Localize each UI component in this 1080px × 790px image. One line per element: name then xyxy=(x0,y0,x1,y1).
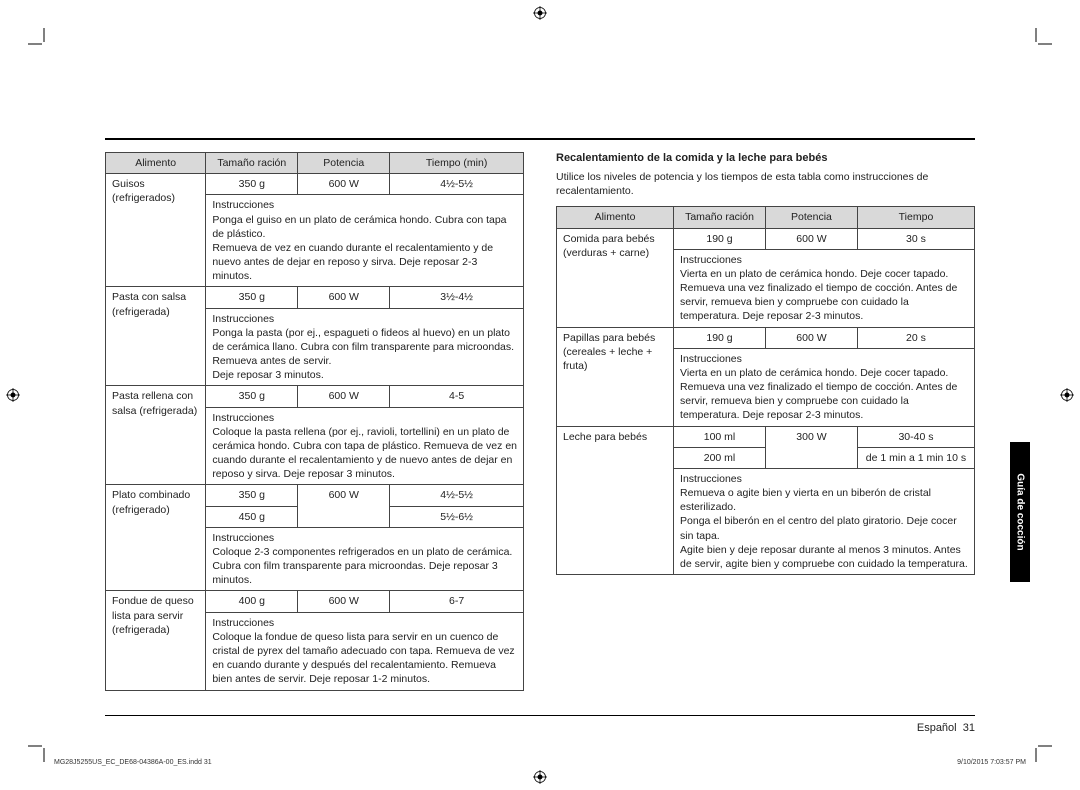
power-cell: 600 W xyxy=(298,386,390,407)
time-cell: 30-40 s xyxy=(857,426,974,447)
instr-cell: Instrucciones Coloque la fondue de queso… xyxy=(206,612,524,690)
instr-text: Coloque la fondue de queso lista para se… xyxy=(212,631,514,686)
instr-label: Instrucciones xyxy=(212,616,517,630)
size-cell: 100 ml xyxy=(674,426,766,447)
instr-label: Instrucciones xyxy=(680,352,968,366)
power-cell: 600 W xyxy=(298,287,390,308)
instr-label: Instrucciones xyxy=(212,411,517,425)
time-cell: 20 s xyxy=(857,327,974,348)
instr-text: Ponga el guiso en un plato de cerámica h… xyxy=(212,214,506,283)
instr-text: Remueva o agite bien y vierta en un bibe… xyxy=(680,487,968,570)
food-cell: Leche para bebés xyxy=(557,426,674,575)
size-cell: 200 ml xyxy=(674,447,766,468)
crop-mark-icon xyxy=(1028,28,1052,52)
food-cell: Pasta rellena con salsa (refrigerada) xyxy=(106,386,206,485)
section-side-tab: Guía de cocción xyxy=(1010,442,1030,582)
power-cell: 600 W xyxy=(765,327,857,348)
instr-label: Instrucciones xyxy=(212,312,517,326)
time-cell: 4½-5½ xyxy=(390,485,524,506)
reheating-table: Alimento Tamaño ración Potencia Tiempo (… xyxy=(105,152,524,691)
time-cell: 5½-6½ xyxy=(390,506,524,527)
th-power: Potencia xyxy=(765,207,857,228)
th-size: Tamaño ración xyxy=(674,207,766,228)
th-time: Tiempo (min) xyxy=(390,153,524,174)
content-columns: Alimento Tamaño ración Potencia Tiempo (… xyxy=(105,152,975,691)
section-intro: Utilice los niveles de potencia y los ti… xyxy=(556,170,975,198)
time-cell: 3½-4½ xyxy=(390,287,524,308)
power-cell: 300 W xyxy=(765,426,857,468)
size-cell: 450 g xyxy=(206,506,298,527)
size-cell: 350 g xyxy=(206,287,298,308)
instr-cell: Instrucciones Ponga la pasta (por ej., e… xyxy=(206,308,524,386)
instr-label: Instrucciones xyxy=(680,472,968,486)
crop-mark-icon xyxy=(1028,738,1052,762)
power-cell: 600 W xyxy=(765,228,857,249)
instr-text: Ponga la pasta (por ej., espagueti o fid… xyxy=(212,327,514,382)
instr-text: Vierta en un plato de cerámica hondo. De… xyxy=(680,367,957,422)
registration-mark-icon xyxy=(6,388,20,402)
food-cell: Fondue de queso lista para servir (refri… xyxy=(106,591,206,690)
th-size: Tamaño ración xyxy=(206,153,298,174)
size-cell: 350 g xyxy=(206,386,298,407)
registration-mark-icon xyxy=(533,6,547,20)
size-cell: 190 g xyxy=(674,327,766,348)
food-cell: Papillas para bebés (cereales + leche + … xyxy=(557,327,674,426)
time-cell: 30 s xyxy=(857,228,974,249)
th-power: Potencia xyxy=(298,153,390,174)
instr-cell: Instrucciones Remueva o agite bien y vie… xyxy=(674,468,975,574)
top-divider xyxy=(105,138,975,140)
registration-mark-icon xyxy=(1060,388,1074,402)
instr-cell: Instrucciones Vierta en un plato de cerá… xyxy=(674,249,975,327)
size-cell: 190 g xyxy=(674,228,766,249)
instr-text: Coloque la pasta rellena (por ej., ravio… xyxy=(212,426,517,481)
th-food: Alimento xyxy=(106,153,206,174)
lang-label: Español xyxy=(917,722,957,734)
power-cell: 600 W xyxy=(298,174,390,195)
food-cell: Plato combinado (refrigerado) xyxy=(106,485,206,591)
size-cell: 350 g xyxy=(206,485,298,506)
instr-text: Coloque 2-3 componentes refrigerados en … xyxy=(212,546,512,586)
food-cell: Comida para bebés (verduras + carne) xyxy=(557,228,674,327)
size-cell: 400 g xyxy=(206,591,298,612)
print-file: MG28J5255US_EC_DE68-04386A-00_ES.indd 31 xyxy=(54,759,212,766)
instr-label: Instrucciones xyxy=(680,253,968,267)
section-title: Recalentamiento de la comida y la leche … xyxy=(556,152,975,164)
time-cell: 4-5 xyxy=(390,386,524,407)
page-number: 31 xyxy=(963,722,975,734)
instr-cell: Instrucciones Coloque 2-3 componentes re… xyxy=(206,527,524,591)
instr-cell: Instrucciones Vierta en un plato de cerá… xyxy=(674,348,975,426)
bottom-divider xyxy=(105,715,975,716)
time-cell: 6-7 xyxy=(390,591,524,612)
food-cell: Guisos (refrigerados) xyxy=(106,174,206,287)
instr-text: Vierta en un plato de cerámica hondo. De… xyxy=(680,268,957,323)
time-cell: 4½-5½ xyxy=(390,174,524,195)
instr-label: Instrucciones xyxy=(212,531,517,545)
instr-cell: Instrucciones Coloque la pasta rellena (… xyxy=(206,407,524,485)
print-timestamp: 9/10/2015 7:03:57 PM xyxy=(957,759,1026,766)
power-cell: 600 W xyxy=(298,591,390,612)
right-column: Recalentamiento de la comida y la leche … xyxy=(556,152,975,691)
print-metadata: MG28J5255US_EC_DE68-04386A-00_ES.indd 31… xyxy=(54,759,1026,766)
size-cell: 350 g xyxy=(206,174,298,195)
page: Alimento Tamaño ración Potencia Tiempo (… xyxy=(50,32,1030,752)
crop-mark-icon xyxy=(28,28,52,52)
power-cell: 600 W xyxy=(298,485,390,527)
th-food: Alimento xyxy=(557,207,674,228)
food-cell: Pasta con salsa (refrigerada) xyxy=(106,287,206,386)
crop-mark-icon xyxy=(28,738,52,762)
baby-food-table: Alimento Tamaño ración Potencia Tiempo C… xyxy=(556,206,975,575)
instr-label: Instrucciones xyxy=(212,198,517,212)
time-cell: de 1 min a 1 min 10 s xyxy=(857,447,974,468)
th-time: Tiempo xyxy=(857,207,974,228)
page-footer: Español 31 xyxy=(917,722,975,734)
side-tab-label: Guía de cocción xyxy=(1015,473,1026,550)
registration-mark-icon xyxy=(533,770,547,784)
left-column: Alimento Tamaño ración Potencia Tiempo (… xyxy=(105,152,524,691)
instr-cell: Instrucciones Ponga el guiso en un plato… xyxy=(206,195,524,287)
